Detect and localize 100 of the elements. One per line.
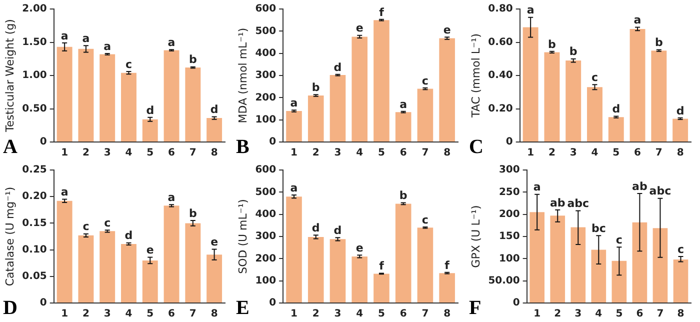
y-tick-label: 250 — [498, 186, 520, 198]
data-label: d — [312, 222, 320, 235]
y-tick-label: 0 — [269, 136, 276, 148]
x-tick-label: 2 — [312, 148, 320, 159]
y-axis-title: SOD (U mL⁻¹) — [236, 199, 250, 274]
x-tick-label: 6 — [168, 308, 176, 320]
data-label: d — [146, 104, 154, 117]
bar — [651, 50, 667, 142]
x-tick-label: 2 — [82, 308, 90, 320]
x-tick-label: 3 — [334, 148, 342, 159]
bar — [56, 200, 72, 302]
y-axis-title: TAC (mmol L⁻¹) — [469, 33, 482, 119]
data-label: a — [82, 32, 90, 45]
bar — [570, 227, 586, 302]
y-tick-label: 500 — [255, 186, 276, 198]
text: E — [236, 297, 250, 320]
bar — [308, 236, 324, 302]
y-tick-label: 0.15 — [22, 218, 47, 229]
x-tick-label: 5 — [378, 308, 385, 320]
data-label: e — [356, 22, 364, 35]
y-axis-title: Testicular Weight (g) — [3, 19, 16, 133]
x-tick-label: 3 — [574, 308, 582, 320]
data-label: b — [654, 36, 663, 50]
x-tick-label: 7 — [189, 148, 196, 159]
bar — [652, 228, 668, 302]
x-tick-label: 1 — [290, 308, 298, 320]
bar — [352, 256, 368, 302]
data-label: c — [104, 216, 111, 230]
y-tick-label: 0 — [512, 298, 520, 309]
y-tick-label: 0.10 — [22, 244, 47, 256]
data-label: f — [444, 258, 450, 272]
data-label: c — [422, 74, 428, 88]
y-axis-title: MDA (nmol mL⁻¹) — [236, 28, 250, 124]
x-tick-label: 5 — [612, 148, 620, 159]
data-label: d — [334, 60, 342, 74]
bar — [550, 216, 566, 302]
data-label: abc — [649, 184, 672, 198]
x-tick-label: 7 — [656, 308, 664, 320]
bar — [185, 223, 201, 302]
x-tick-label: 7 — [422, 148, 429, 159]
data-label: a — [168, 36, 176, 49]
x-tick-label: 8 — [210, 308, 218, 320]
y-tick-label: 600 — [255, 4, 276, 15]
x-tick-label: 6 — [400, 148, 407, 159]
data-label: b — [548, 38, 556, 51]
bar — [395, 204, 412, 302]
data-label: b — [569, 45, 578, 58]
data-label: c — [616, 234, 622, 246]
x-tick-label: 2 — [548, 148, 556, 159]
x-tick-label: 1 — [61, 308, 68, 320]
bar — [374, 274, 390, 302]
bar — [630, 28, 646, 142]
bar — [78, 235, 94, 302]
bar — [185, 68, 201, 142]
x-tick-label: 7 — [655, 148, 662, 159]
bar — [100, 231, 116, 302]
x-tick-label: 2 — [82, 148, 90, 159]
data-label: e — [356, 241, 364, 254]
data-label: c — [82, 220, 90, 234]
bar — [121, 72, 136, 142]
y-axis-title: Catalase (U mg⁻¹) — [3, 186, 16, 286]
y-tick-label: 300 — [255, 231, 276, 242]
y-tick-label: 400 — [255, 48, 276, 59]
data-label: abc — [567, 197, 590, 210]
y-axis-title: GPX (U L⁻¹) — [469, 205, 482, 268]
y-tick-label: 600 — [255, 164, 276, 176]
y-tick-label: 200 — [255, 253, 276, 264]
x-tick-label: 5 — [146, 148, 154, 159]
bar — [566, 60, 582, 142]
x-tick-label: 4 — [125, 148, 132, 159]
data-label: c — [422, 213, 428, 226]
y-tick-label: 200 — [255, 92, 276, 104]
bar — [632, 222, 648, 302]
y-tick-label: 0.20 — [22, 191, 47, 202]
bar — [308, 95, 324, 142]
text: F — [469, 297, 482, 320]
data-label: a — [60, 186, 68, 199]
y-tick-label: 1.00 — [22, 70, 47, 82]
y-tick-label: 50.00 — [488, 275, 520, 286]
bar — [395, 112, 412, 142]
data-label: ab — [632, 180, 648, 193]
x-tick-label: 2 — [312, 308, 320, 320]
x-tick-label: 6 — [400, 308, 407, 320]
y-tick-label: 100 — [255, 114, 276, 126]
data-label: b — [312, 80, 320, 94]
x-tick-label: 4 — [356, 308, 364, 320]
data-label: c — [677, 242, 684, 256]
bar — [142, 119, 158, 142]
bar — [439, 38, 455, 142]
bar — [673, 260, 688, 302]
data-label: d — [210, 103, 218, 116]
x-tick-label: 4 — [591, 148, 598, 159]
bar — [544, 52, 560, 142]
data-label: d — [612, 102, 620, 116]
bar — [522, 27, 538, 142]
data-label: b — [188, 53, 197, 66]
data-label: b — [188, 206, 197, 220]
bar — [206, 118, 222, 142]
data-label: a — [634, 14, 642, 27]
bar — [374, 20, 390, 142]
